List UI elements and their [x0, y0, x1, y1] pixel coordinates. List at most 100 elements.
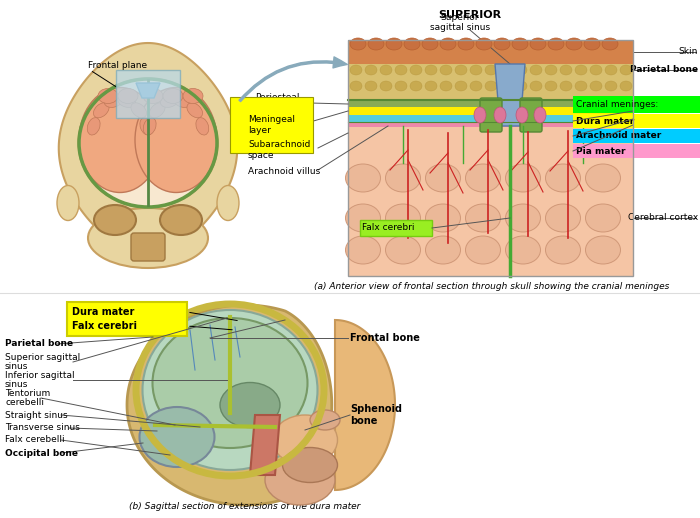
Text: Falx cerebelli: Falx cerebelli [5, 436, 64, 444]
Ellipse shape [426, 164, 461, 192]
Ellipse shape [440, 81, 452, 91]
Ellipse shape [88, 118, 100, 135]
Ellipse shape [590, 81, 602, 91]
Polygon shape [136, 83, 160, 98]
Text: Superior sagittal
sinus: Superior sagittal sinus [5, 353, 80, 371]
Text: Occipital bone: Occipital bone [5, 449, 78, 457]
Ellipse shape [139, 407, 214, 467]
FancyBboxPatch shape [520, 98, 542, 132]
Ellipse shape [545, 65, 557, 75]
Ellipse shape [494, 38, 510, 50]
Ellipse shape [368, 38, 384, 50]
Ellipse shape [410, 81, 422, 91]
Ellipse shape [395, 65, 407, 75]
Polygon shape [495, 64, 525, 126]
Text: Sphenoid
bone: Sphenoid bone [350, 404, 402, 426]
Ellipse shape [183, 89, 203, 104]
Ellipse shape [196, 118, 209, 135]
Ellipse shape [530, 81, 542, 91]
Ellipse shape [512, 38, 528, 50]
Ellipse shape [530, 38, 546, 50]
Ellipse shape [605, 81, 617, 91]
Text: (a) Anterior view of frontal section through skull showing the cranial meninges: (a) Anterior view of frontal section thr… [314, 282, 670, 291]
Ellipse shape [94, 205, 136, 235]
Polygon shape [59, 43, 237, 253]
Ellipse shape [272, 415, 337, 465]
Ellipse shape [474, 107, 486, 123]
Ellipse shape [410, 65, 422, 75]
Text: Skin: Skin [678, 48, 698, 56]
Ellipse shape [346, 204, 381, 232]
Ellipse shape [386, 236, 421, 264]
Polygon shape [127, 305, 332, 505]
Ellipse shape [590, 65, 602, 75]
Ellipse shape [310, 410, 340, 430]
Polygon shape [250, 415, 280, 475]
Ellipse shape [94, 103, 109, 118]
Ellipse shape [386, 204, 421, 232]
Ellipse shape [131, 103, 146, 118]
Ellipse shape [350, 65, 362, 75]
Ellipse shape [350, 38, 366, 50]
Text: SUPERIOR: SUPERIOR [438, 10, 502, 20]
Ellipse shape [545, 81, 557, 91]
Bar [348, 107, 633, 116]
Ellipse shape [163, 89, 183, 104]
Text: Inferior sagittal
sinus: Inferior sagittal sinus [5, 371, 75, 390]
Text: Falx cerebri: Falx cerebri [72, 321, 137, 331]
Ellipse shape [365, 81, 377, 91]
Ellipse shape [566, 38, 582, 50]
Ellipse shape [470, 65, 482, 75]
Ellipse shape [515, 81, 527, 91]
FancyBboxPatch shape [116, 70, 180, 118]
Ellipse shape [455, 65, 467, 75]
Ellipse shape [505, 204, 540, 232]
Bar [348, 40, 633, 66]
Text: Transverse sinus: Transverse sinus [5, 424, 80, 433]
Ellipse shape [458, 38, 474, 50]
Ellipse shape [530, 65, 542, 75]
Ellipse shape [426, 236, 461, 264]
Ellipse shape [494, 107, 506, 123]
Ellipse shape [470, 81, 482, 91]
Bar [348, 126, 633, 276]
Ellipse shape [118, 89, 138, 104]
Ellipse shape [380, 81, 392, 91]
Ellipse shape [466, 164, 500, 192]
Text: Periosteal
layer: Periosteal layer [255, 93, 300, 113]
Ellipse shape [545, 204, 580, 232]
Ellipse shape [575, 65, 587, 75]
Ellipse shape [98, 89, 118, 104]
Bar [348, 100, 633, 108]
Ellipse shape [57, 185, 79, 221]
Text: Cranial meninges:: Cranial meninges: [576, 100, 658, 109]
Bar [348, 40, 633, 276]
Text: Frontal plane: Frontal plane [88, 62, 147, 70]
Bar [573, 129, 700, 143]
Ellipse shape [516, 107, 528, 123]
Text: Straight sinus: Straight sinus [5, 410, 68, 420]
Ellipse shape [422, 38, 438, 50]
Ellipse shape [485, 81, 497, 91]
Bar [67, 302, 187, 336]
Ellipse shape [545, 164, 580, 192]
Ellipse shape [548, 38, 564, 50]
Ellipse shape [620, 65, 632, 75]
Ellipse shape [386, 164, 421, 192]
Ellipse shape [515, 65, 527, 75]
Ellipse shape [386, 38, 402, 50]
Bar [573, 144, 700, 158]
Text: Parietal bone: Parietal bone [630, 65, 698, 75]
Ellipse shape [346, 164, 381, 192]
Ellipse shape [534, 107, 546, 123]
Ellipse shape [620, 81, 632, 91]
Ellipse shape [505, 164, 540, 192]
Ellipse shape [88, 208, 208, 268]
Ellipse shape [150, 103, 165, 118]
Ellipse shape [350, 81, 362, 91]
Polygon shape [335, 320, 395, 490]
Ellipse shape [584, 38, 600, 50]
Bar [573, 96, 700, 113]
Ellipse shape [143, 310, 318, 470]
Text: Pia mater: Pia mater [576, 147, 626, 155]
